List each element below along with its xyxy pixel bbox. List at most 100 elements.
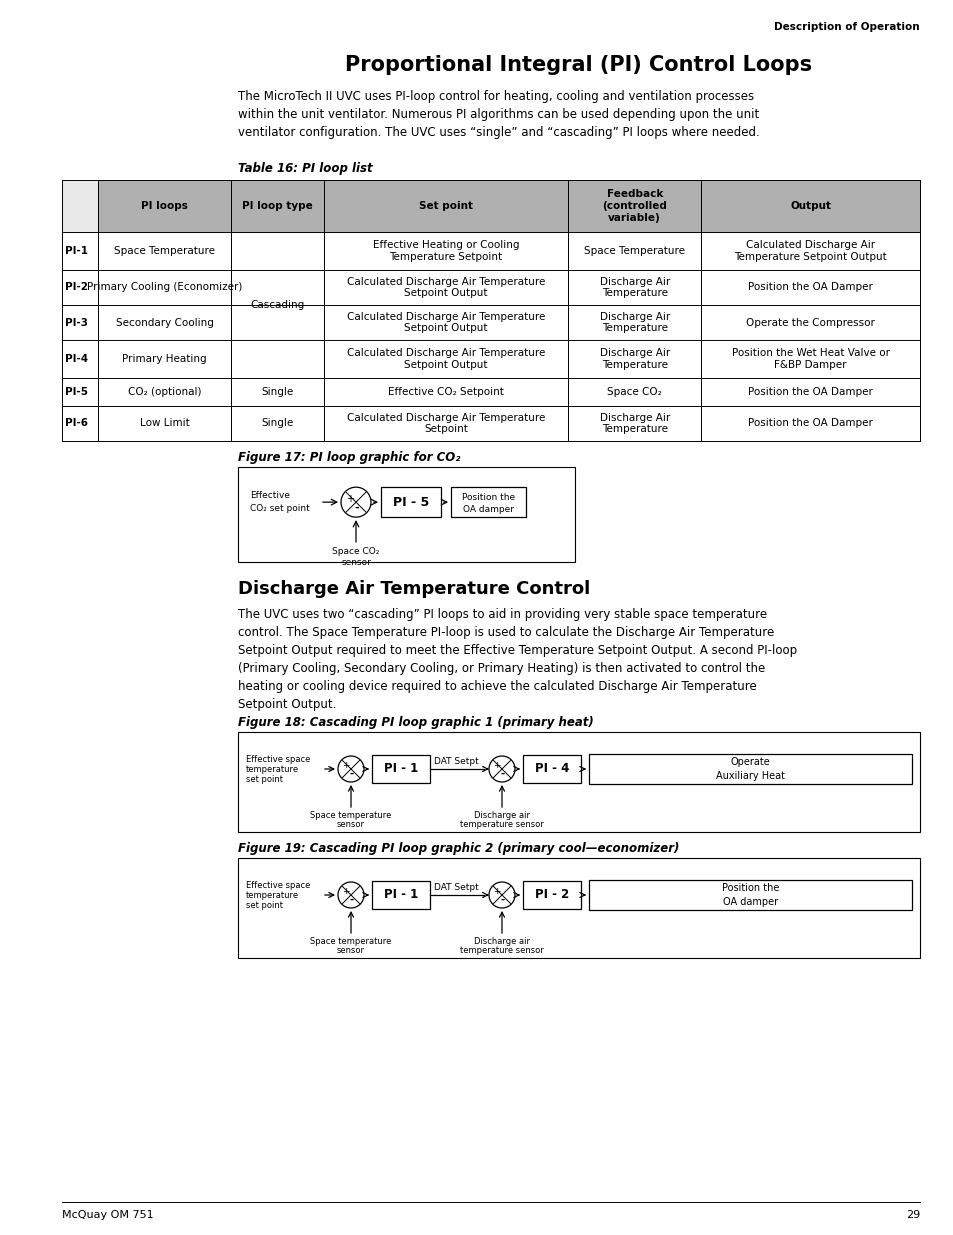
Text: temperature: temperature: [246, 890, 299, 899]
Bar: [237, 858, 919, 958]
Bar: [588, 881, 911, 910]
Text: Effective: Effective: [250, 490, 290, 500]
Text: Figure 19: Cascading PI loop graphic 2 (primary cool—economizer): Figure 19: Cascading PI loop graphic 2 (…: [237, 842, 679, 855]
Text: PI-2: PI-2: [65, 283, 88, 293]
Text: PI - 2: PI - 2: [535, 888, 569, 902]
Text: Discharge air: Discharge air: [474, 811, 530, 820]
Text: Discharge Air
Temperature: Discharge Air Temperature: [599, 311, 669, 333]
Text: Effective Heating or Cooling
Temperature Setpoint: Effective Heating or Cooling Temperature…: [373, 240, 518, 262]
Text: Feedback
(controlled
variable): Feedback (controlled variable): [601, 189, 666, 224]
Text: Discharge Air
Temperature: Discharge Air Temperature: [599, 348, 669, 369]
Text: PI-6: PI-6: [65, 419, 88, 429]
Text: Operate the Compressor: Operate the Compressor: [745, 317, 874, 327]
Text: +: +: [493, 888, 500, 897]
Text: PI - 1: PI - 1: [383, 762, 417, 776]
Bar: [700, 180, 919, 232]
Text: Position the: Position the: [461, 493, 515, 501]
Bar: [237, 467, 575, 562]
Text: Position the: Position the: [721, 883, 779, 893]
Text: Discharge Air Temperature Control: Discharge Air Temperature Control: [237, 580, 590, 598]
Text: sensor: sensor: [341, 558, 371, 567]
Text: Calculated Discharge Air Temperature
Setpoint Output: Calculated Discharge Air Temperature Set…: [346, 348, 544, 369]
Bar: [522, 755, 580, 783]
Text: +: +: [342, 762, 350, 771]
Text: Effective space: Effective space: [246, 755, 310, 763]
Text: Single: Single: [261, 419, 294, 429]
Text: -: -: [350, 769, 354, 779]
Text: PI-5: PI-5: [65, 387, 88, 396]
Text: Single: Single: [261, 387, 294, 396]
Text: McQuay OM 751: McQuay OM 751: [62, 1210, 153, 1220]
Text: +: +: [346, 494, 354, 504]
Text: Table 16: PI loop list: Table 16: PI loop list: [237, 162, 373, 175]
Text: PI-3: PI-3: [65, 317, 88, 327]
Text: temperature: temperature: [246, 764, 299, 773]
Text: PI loops: PI loops: [141, 201, 188, 211]
Text: Calculated Discharge Air Temperature
Setpoint Output: Calculated Discharge Air Temperature Set…: [346, 311, 544, 333]
Text: Calculated Discharge Air
Temperature Setpoint Output: Calculated Discharge Air Temperature Set…: [734, 240, 886, 262]
Text: Effective CO₂ Setpoint: Effective CO₂ Setpoint: [388, 387, 503, 396]
Text: Figure 18: Cascading PI loop graphic 1 (primary heat): Figure 18: Cascading PI loop graphic 1 (…: [237, 716, 593, 729]
Bar: [380, 487, 440, 517]
Text: sensor: sensor: [336, 820, 365, 829]
Text: set point: set point: [246, 900, 283, 909]
Bar: [372, 755, 430, 783]
Text: OA damper: OA damper: [462, 505, 514, 514]
Bar: [231, 180, 323, 232]
Text: DAT Setpt: DAT Setpt: [434, 883, 478, 893]
Text: Space temperature: Space temperature: [310, 811, 392, 820]
Text: Position the OA Damper: Position the OA Damper: [747, 387, 872, 396]
Text: PI - 5: PI - 5: [393, 495, 429, 509]
Bar: [588, 755, 911, 784]
Text: PI - 4: PI - 4: [535, 762, 569, 776]
Text: DAT Setpt: DAT Setpt: [434, 757, 478, 767]
Text: Figure 17: PI loop graphic for CO₂: Figure 17: PI loop graphic for CO₂: [237, 451, 460, 464]
Bar: [522, 881, 580, 909]
Text: CO₂ set point: CO₂ set point: [250, 504, 310, 513]
Text: temperature sensor: temperature sensor: [459, 946, 543, 955]
Text: Calculated Discharge Air Temperature
Setpoint: Calculated Discharge Air Temperature Set…: [346, 412, 544, 435]
Text: PI-1: PI-1: [65, 246, 88, 256]
Text: Description of Operation: Description of Operation: [774, 22, 919, 32]
Text: Space temperature: Space temperature: [310, 937, 392, 946]
Text: PI loop type: PI loop type: [242, 201, 313, 211]
Bar: [323, 180, 568, 232]
Text: Secondary Cooling: Secondary Cooling: [115, 317, 213, 327]
Text: Calculated Discharge Air Temperature
Setpoint Output: Calculated Discharge Air Temperature Set…: [346, 277, 544, 299]
Text: Effective space: Effective space: [246, 881, 310, 889]
Text: Primary Heating: Primary Heating: [122, 354, 207, 364]
Text: Space Temperature: Space Temperature: [114, 246, 214, 256]
Text: Discharge air: Discharge air: [474, 937, 530, 946]
Text: Primary Cooling (Economizer): Primary Cooling (Economizer): [87, 283, 242, 293]
Text: Operate: Operate: [730, 757, 770, 767]
Bar: [98, 180, 231, 232]
Text: Proportional Integral (PI) Control Loops: Proportional Integral (PI) Control Loops: [345, 56, 812, 75]
Text: Space CO₂: Space CO₂: [607, 387, 661, 396]
Text: sensor: sensor: [336, 946, 365, 955]
Text: Auxiliary Heat: Auxiliary Heat: [716, 771, 784, 781]
Text: Output: Output: [789, 201, 830, 211]
Text: PI-4: PI-4: [65, 354, 88, 364]
Text: Discharge Air
Temperature: Discharge Air Temperature: [599, 277, 669, 299]
Text: -: -: [500, 895, 504, 905]
Text: +: +: [342, 888, 350, 897]
Text: -: -: [500, 769, 504, 779]
Text: OA damper: OA damper: [722, 897, 778, 906]
Text: Space CO₂: Space CO₂: [332, 547, 379, 556]
Text: -: -: [355, 503, 359, 514]
Text: Set point: Set point: [418, 201, 473, 211]
Text: Position the OA Damper: Position the OA Damper: [747, 419, 872, 429]
Text: The MicroTech II UVC uses PI-loop control for heating, cooling and ventilation p: The MicroTech II UVC uses PI-loop contro…: [237, 90, 759, 140]
Bar: [237, 732, 919, 832]
Text: temperature sensor: temperature sensor: [459, 820, 543, 829]
Bar: [62, 180, 98, 232]
Text: Space Temperature: Space Temperature: [583, 246, 684, 256]
Text: CO₂ (optional): CO₂ (optional): [128, 387, 201, 396]
Text: The UVC uses two “cascading” PI loops to aid in providing very stable space temp: The UVC uses two “cascading” PI loops to…: [237, 608, 797, 711]
Text: -: -: [350, 895, 354, 905]
Bar: [372, 881, 430, 909]
Text: Position the OA Damper: Position the OA Damper: [747, 283, 872, 293]
Bar: [451, 487, 525, 517]
Text: Discharge Air
Temperature: Discharge Air Temperature: [599, 412, 669, 435]
Bar: [568, 180, 700, 232]
